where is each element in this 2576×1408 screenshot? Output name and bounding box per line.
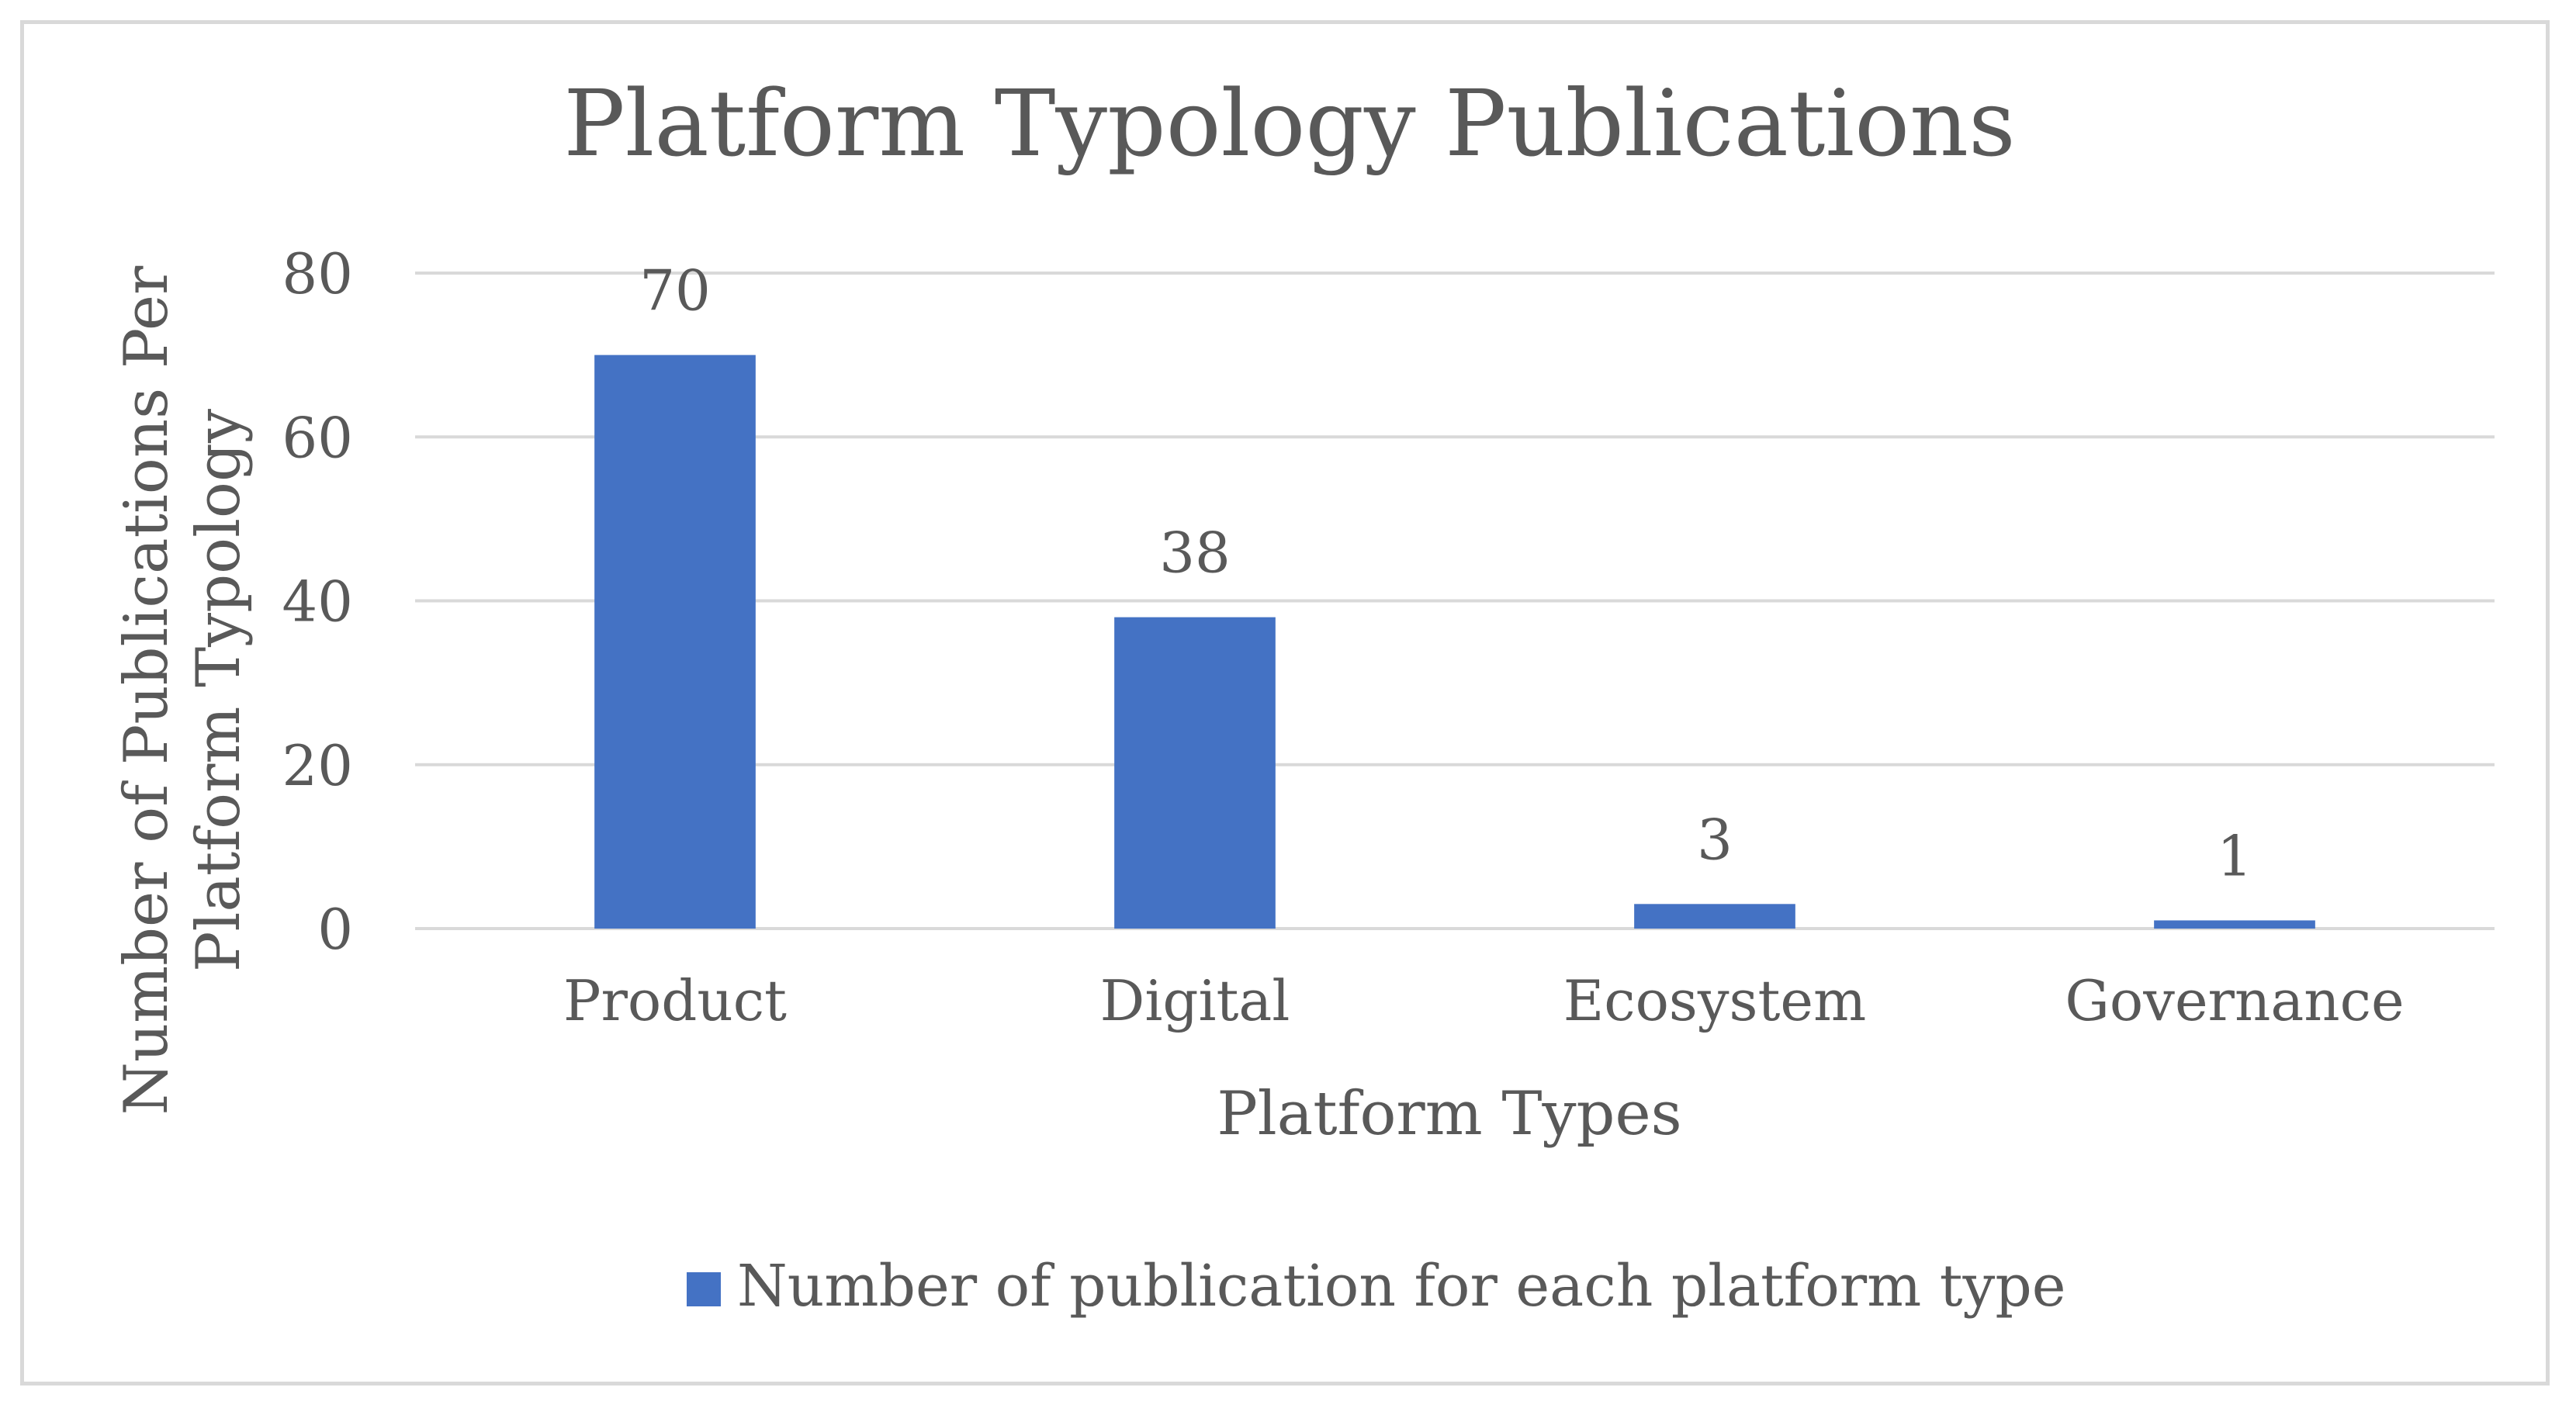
x-tick-label-digital: Digital bbox=[1100, 968, 1290, 1033]
y-axis-label-line-1: Number of Publications Per bbox=[112, 265, 182, 1115]
x-axis-ticks: Product Digital Ecosystem Governance bbox=[563, 968, 2405, 1033]
bar-digital bbox=[1114, 617, 1276, 929]
legend-label: Number of publication for each platform … bbox=[737, 1253, 2066, 1320]
x-tick-label-ecosystem: Ecosystem bbox=[1563, 968, 1867, 1033]
bars bbox=[594, 355, 2315, 929]
gridlines bbox=[415, 272, 2495, 930]
y-tick-label: 80 bbox=[282, 241, 353, 306]
bar-governance bbox=[2154, 920, 2315, 929]
y-tick-label: 60 bbox=[282, 405, 353, 470]
legend-swatch bbox=[687, 1272, 721, 1306]
y-tick-label: 0 bbox=[317, 897, 353, 962]
bar-ecosystem bbox=[1634, 904, 1795, 929]
data-label-governance: 1 bbox=[2217, 823, 2252, 888]
legend: Number of publication for each platform … bbox=[687, 1253, 2066, 1320]
bar-product bbox=[594, 355, 756, 929]
data-label-digital: 38 bbox=[1159, 521, 1231, 586]
y-axis-label-line-2: Platform Typology bbox=[184, 409, 254, 972]
chart-frame bbox=[20, 20, 2550, 1386]
y-tick-label: 20 bbox=[282, 733, 353, 798]
x-tick-label-product: Product bbox=[563, 968, 787, 1033]
chart-title: Platform Typology Publications bbox=[563, 70, 2015, 177]
x-tick-label-governance: Governance bbox=[2065, 968, 2404, 1033]
x-axis-label: Platform Types bbox=[1217, 1079, 1681, 1149]
data-label-product: 70 bbox=[639, 258, 711, 323]
data-label-ecosystem: 3 bbox=[1697, 807, 1733, 872]
y-axis-ticks: 0 20 40 60 80 bbox=[282, 241, 353, 962]
data-labels: 70 38 3 1 bbox=[639, 258, 2252, 889]
y-tick-label: 40 bbox=[282, 569, 353, 635]
